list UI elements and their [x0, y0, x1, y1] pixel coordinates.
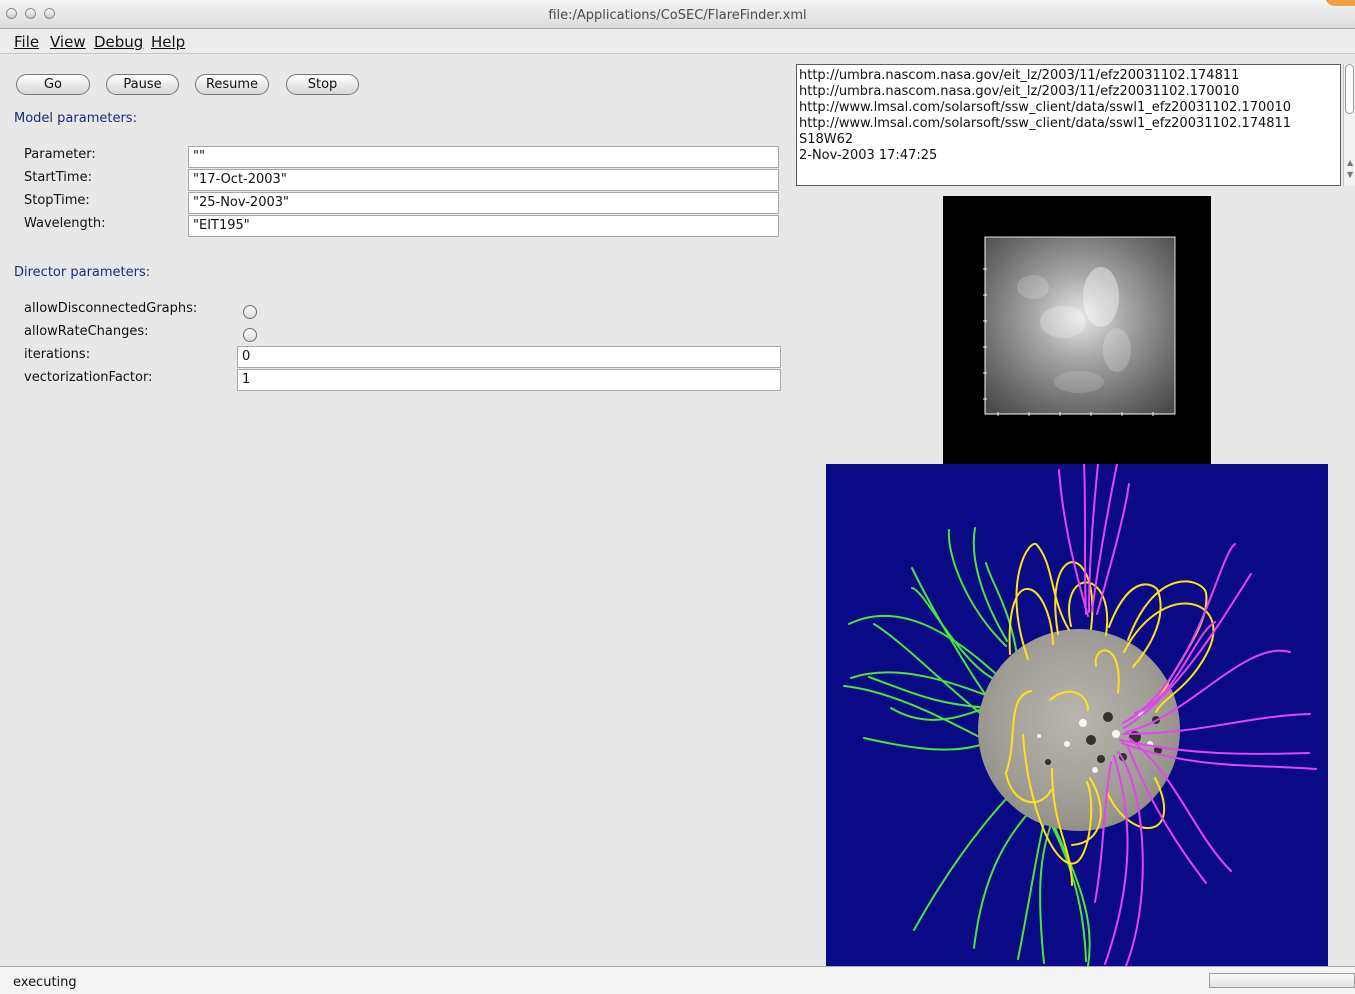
- allow-rate-changes-label: allowRateChanges:: [24, 324, 149, 339]
- output-text-area[interactable]: http://umbra.nascom.nasa.gov/eit_lz/2003…: [796, 64, 1341, 186]
- menu-debug[interactable]: Debug: [94, 33, 144, 51]
- stop-time-field[interactable]: "25-Nov-2003": [188, 192, 779, 214]
- go-button[interactable]: Go: [16, 74, 90, 95]
- allow-rate-changes-radio[interactable]: [243, 328, 257, 342]
- output-line: http://www.lmsal.com/solarsoft/ssw_clien…: [799, 100, 1292, 115]
- allow-disconnected-graphs-radio[interactable]: [243, 305, 257, 319]
- progress-bar: [1209, 973, 1355, 988]
- solar-eit-image-icon: [943, 196, 1211, 464]
- zoom-window-button[interactable]: [44, 8, 55, 19]
- status-bar: executing: [0, 966, 1355, 994]
- stop-time-label: StopTime:: [24, 193, 90, 208]
- title-bar: file:/Applications/CoSEC/FlareFinder.xml: [0, 0, 1355, 29]
- scrollbar-thumb[interactable]: [1345, 64, 1354, 114]
- magnetic-field-lines-icon: [826, 463, 1328, 967]
- menu-help[interactable]: Help: [151, 33, 186, 51]
- stop-button[interactable]: Stop: [286, 74, 359, 95]
- parameter-field[interactable]: "": [188, 146, 779, 168]
- output-line: http://umbra.nascom.nasa.gov/eit_lz/2003…: [799, 84, 1240, 99]
- output-line: http://www.lmsal.com/solarsoft/ssw_clien…: [799, 116, 1292, 131]
- iterations-label: iterations:: [24, 347, 91, 362]
- start-time-label: StartTime:: [24, 170, 92, 185]
- menu-file[interactable]: File: [14, 33, 40, 51]
- pause-button[interactable]: Pause: [106, 74, 179, 95]
- scroll-up-arrow-icon[interactable]: ▲: [1347, 158, 1354, 167]
- output-line: http://umbra.nascom.nasa.gov/eit_lz/2003…: [799, 68, 1240, 83]
- minimize-window-button[interactable]: [25, 8, 36, 19]
- wavelength-label: Wavelength:: [24, 216, 106, 231]
- status-text: executing: [13, 975, 77, 990]
- menu-view[interactable]: View: [50, 33, 86, 51]
- output-line: 2-Nov-2003 17:47:25: [799, 148, 938, 163]
- magnetic-field-svg: [843, 463, 1317, 967]
- model-parameters-title: Model parameters:: [14, 111, 137, 126]
- scroll-down-arrow-icon[interactable]: ▼: [1347, 170, 1354, 179]
- start-time-field[interactable]: "17-Oct-2003": [188, 169, 779, 191]
- vectorization-factor-label: vectorizationFactor:: [24, 370, 153, 385]
- menu-bar: File View Debug Help: [0, 29, 1355, 54]
- resume-button[interactable]: Resume: [195, 74, 269, 95]
- corner-badge: [1325, 0, 1355, 6]
- output-scrollbar[interactable]: ▲ ▼: [1343, 64, 1355, 186]
- eit-image-svg: [983, 236, 1176, 416]
- iterations-field[interactable]: 0: [237, 346, 781, 368]
- vectorization-factor-field[interactable]: 1: [237, 369, 781, 391]
- output-line: S18W62: [799, 132, 854, 147]
- window-title: file:/Applications/CoSEC/FlareFinder.xml: [548, 8, 807, 23]
- close-window-button[interactable]: [6, 8, 17, 19]
- allow-disconnected-graphs-label: allowDisconnectedGraphs:: [24, 301, 198, 316]
- parameter-label: Parameter:: [24, 147, 96, 162]
- director-parameters-title: Director parameters:: [14, 265, 151, 280]
- wavelength-field[interactable]: "EIT195": [188, 215, 779, 237]
